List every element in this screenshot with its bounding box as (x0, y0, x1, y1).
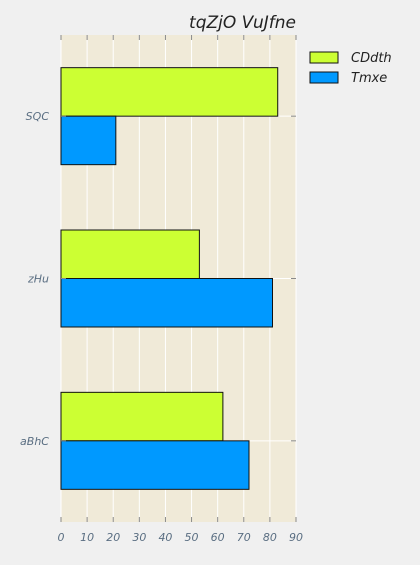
x-tick-label: 60 (211, 531, 225, 544)
legend: CDdth Tmxe (309, 51, 392, 86)
chart-title: tqZjO VuJfne (189, 13, 296, 33)
x-tick-label: 70 (237, 531, 251, 544)
legend-swatch (309, 71, 339, 84)
legend-label: Tmxe (351, 71, 387, 86)
bar-CDdth-aBhC (60, 391, 224, 442)
y-tick-label: SQC (26, 110, 50, 123)
bar-CDdth-SQC (60, 67, 279, 117)
y-tick-label: aBhC (20, 435, 49, 448)
bars (60, 67, 279, 490)
x-tick-label: 80 (263, 531, 277, 544)
bar-Tmxe-zHu (60, 278, 273, 328)
x-tick-label: 20 (106, 531, 120, 544)
x-tick-label: 50 (185, 531, 199, 544)
x-tick-label: 90 (289, 531, 303, 544)
bar-CDdth-zHu (60, 229, 200, 279)
bar-Tmxe-aBhC (60, 440, 250, 490)
legend-swatch (309, 51, 339, 64)
axis-ticks: 0 10 20 30 40 50 60 70 80 90 SQC zHu aBhC (20, 35, 303, 544)
bar-Tmxe-SQC (60, 115, 117, 166)
x-tick-label: 30 (132, 531, 146, 544)
x-tick-label: 10 (80, 531, 94, 544)
x-tick-label: 40 (158, 531, 172, 544)
y-tick-label: zHu (27, 273, 49, 286)
legend-label: CDdth (351, 51, 392, 66)
x-tick-label: 0 (58, 531, 65, 544)
